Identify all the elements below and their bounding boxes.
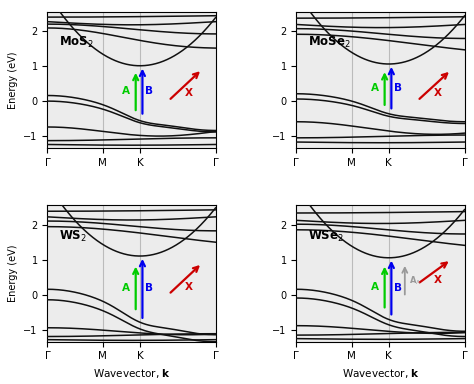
Text: MoS$_2$: MoS$_2$ — [59, 35, 94, 50]
X-axis label: Wavevector, $\mathbf{k}$: Wavevector, $\mathbf{k}$ — [92, 367, 171, 380]
Y-axis label: Energy (eV): Energy (eV) — [8, 245, 18, 302]
Text: B: B — [394, 83, 402, 93]
Text: X: X — [185, 88, 193, 98]
Text: B: B — [145, 283, 153, 293]
Text: B: B — [394, 283, 402, 293]
Y-axis label: Energy (eV): Energy (eV) — [8, 51, 18, 109]
Text: A$_\Lambda$: A$_\Lambda$ — [409, 275, 421, 288]
X-axis label: Wavevector, $\mathbf{k}$: Wavevector, $\mathbf{k}$ — [341, 367, 419, 380]
Text: B: B — [145, 86, 153, 96]
Text: X: X — [434, 275, 442, 285]
Text: A: A — [371, 282, 379, 292]
Text: WSe$_2$: WSe$_2$ — [308, 228, 344, 243]
Text: WS$_2$: WS$_2$ — [59, 228, 87, 243]
Text: A: A — [122, 283, 130, 293]
Text: X: X — [434, 88, 442, 98]
Text: MoSe$_2$: MoSe$_2$ — [308, 35, 351, 50]
Text: A: A — [371, 83, 379, 93]
Text: A: A — [122, 86, 130, 96]
Text: X: X — [185, 281, 193, 291]
